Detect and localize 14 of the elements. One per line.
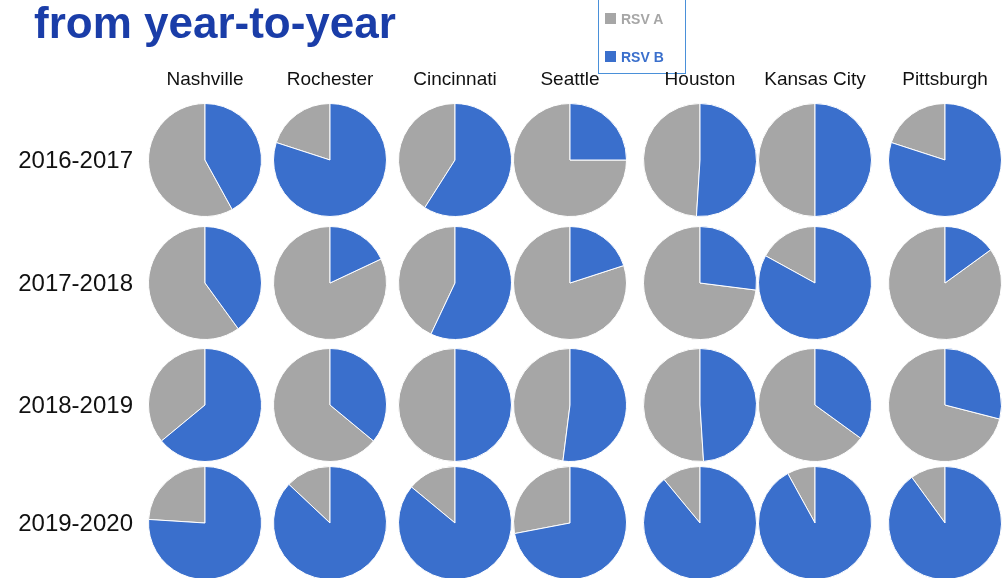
chart-title: Kansas City	[763, 68, 867, 90]
text: 2019-2020	[18, 509, 133, 537]
legend-label: RSV B	[621, 49, 664, 65]
chart-title: Houston	[663, 68, 737, 90]
text: from year-to-year	[34, 0, 396, 48]
chart-title: Seattle	[539, 68, 601, 90]
chart-title: Pittsburgh	[901, 68, 989, 90]
text: 2017-2018	[18, 269, 133, 297]
chart-title: Cincinnati	[412, 68, 498, 90]
legend-label: RSV A	[621, 11, 664, 27]
text: 2018-2019	[18, 391, 133, 419]
text: Nashville	[165, 68, 245, 90]
chart-title: Rochester	[285, 68, 375, 90]
text: 2016-2017	[18, 146, 133, 174]
